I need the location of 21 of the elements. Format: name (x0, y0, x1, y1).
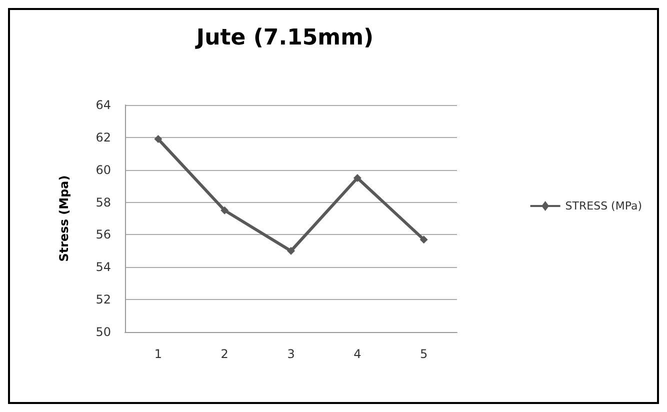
point (154, 135, 162, 144)
x-tick-label: 5 (420, 347, 428, 361)
y-tick-label: 64 (96, 98, 111, 112)
point (287, 246, 295, 255)
x-tick-label: 1 (154, 347, 162, 361)
point (220, 206, 229, 214)
legend-label: STRESS (MPa) (565, 200, 642, 212)
y-tick-label: 56 (96, 228, 111, 242)
y-tick-label: 52 (96, 292, 111, 307)
x-tick-label: 3 (287, 347, 295, 361)
y-tick-label: 58 (96, 195, 111, 210)
y-tick-label: 60 (96, 162, 111, 177)
x-tick-label: 2 (220, 347, 228, 361)
y-tick-label: 50 (96, 325, 111, 339)
y-axis-title: Stress (Mpa) (57, 175, 71, 262)
point (420, 236, 428, 244)
point (353, 174, 362, 182)
chart-title: Jute (7.15mm) (194, 26, 374, 50)
y-tick-label: 62 (96, 130, 111, 144)
x-tick-label: 4 (354, 347, 362, 361)
y-tick-label: 54 (96, 260, 111, 274)
